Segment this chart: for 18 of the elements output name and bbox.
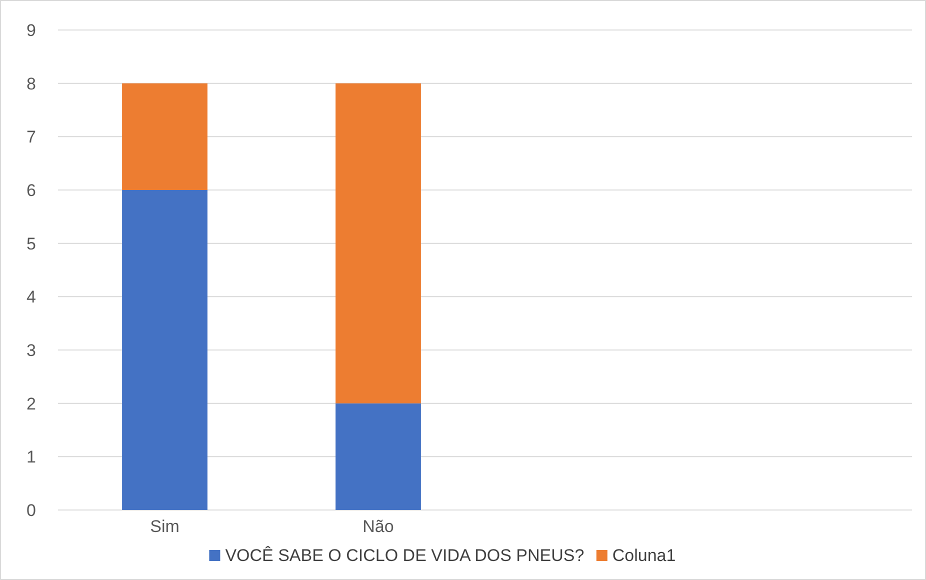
y-tick-label: 5 [26, 234, 36, 254]
y-tick-label: 2 [26, 394, 36, 414]
y-tick-label: 9 [26, 20, 36, 40]
y-tick-label: 0 [26, 500, 36, 520]
y-tick-label: 7 [26, 128, 36, 147]
y-tick-label: 3 [26, 340, 36, 360]
legend-label: Coluna1 [612, 546, 676, 565]
bar [336, 83, 421, 404]
bar [336, 403, 421, 510]
y-tick-label: 4 [26, 288, 36, 307]
y-tick-label: 8 [26, 74, 36, 94]
y-tick-label: 1 [26, 448, 36, 467]
bar [122, 83, 208, 190]
x-tick-label: Não [362, 517, 394, 536]
y-tick-label: 6 [26, 180, 36, 200]
legend-label: VOCÊ SABE O CICLO DE VIDA DOS PNEUS? [225, 546, 584, 565]
bar [122, 190, 208, 510]
x-tick-label: Sim [150, 517, 180, 536]
